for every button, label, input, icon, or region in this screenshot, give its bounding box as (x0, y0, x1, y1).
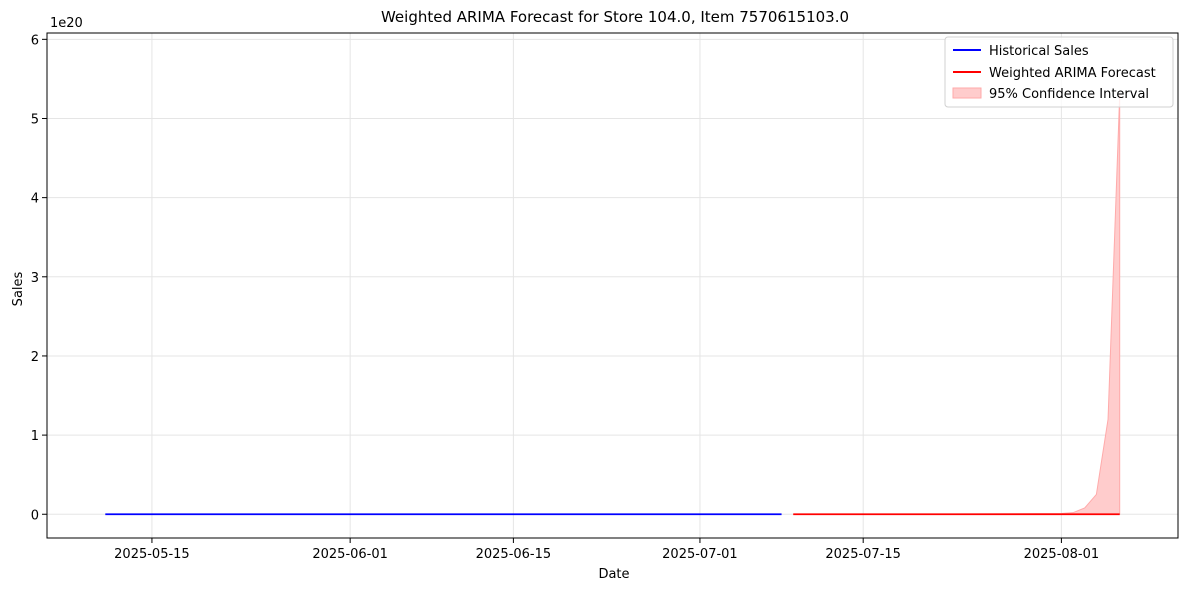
x-tick-label: 2025-06-15 (476, 547, 552, 562)
x-axis-title: Date (598, 567, 629, 582)
x-tick-label: 2025-07-01 (662, 547, 738, 562)
legend-label-confidence: 95% Confidence Interval (989, 87, 1149, 102)
y-tick-label: 5 (31, 112, 39, 127)
y-tick-label: 1 (31, 429, 39, 444)
legend-box (944, 36, 1174, 108)
y-tick-label: 0 (31, 508, 39, 523)
y-tick-label: 6 (31, 33, 39, 48)
y-axis-ticks: 0 1 2 3 4 5 6 (31, 33, 47, 523)
legend-label-historical: Historical Sales (989, 44, 1089, 59)
x-tick-label: 2025-08-01 (1024, 547, 1100, 562)
x-tick-label: 2025-06-01 (312, 547, 388, 562)
y-axis-title: Sales (11, 271, 26, 306)
y-offset-label: 1e20 (50, 16, 83, 31)
y-tick-label: 3 (31, 271, 39, 286)
chart-title: Weighted ARIMA Forecast for Store 104.0,… (381, 8, 849, 26)
legend-swatch-confidence (952, 87, 982, 99)
y-tick-label: 4 (31, 192, 39, 207)
x-tick-label: 2025-05-15 (114, 547, 190, 562)
x-tick-label: 2025-07-15 (825, 547, 901, 562)
confidence-band-layer (793, 94, 1121, 515)
legend-label-forecast: Weighted ARIMA Forecast (989, 66, 1156, 81)
legend: Historical Sales Weighted ARIMA Forecast… (944, 36, 1174, 108)
plot-frame (46, 32, 1179, 539)
grid-lines (47, 33, 1178, 538)
y-tick-label: 2 (31, 350, 39, 365)
x-axis-ticks: 2025-05-15 2025-06-01 2025-06-15 2025-07-01… (114, 538, 1099, 562)
confidence-interval-band (793, 94, 1121, 515)
